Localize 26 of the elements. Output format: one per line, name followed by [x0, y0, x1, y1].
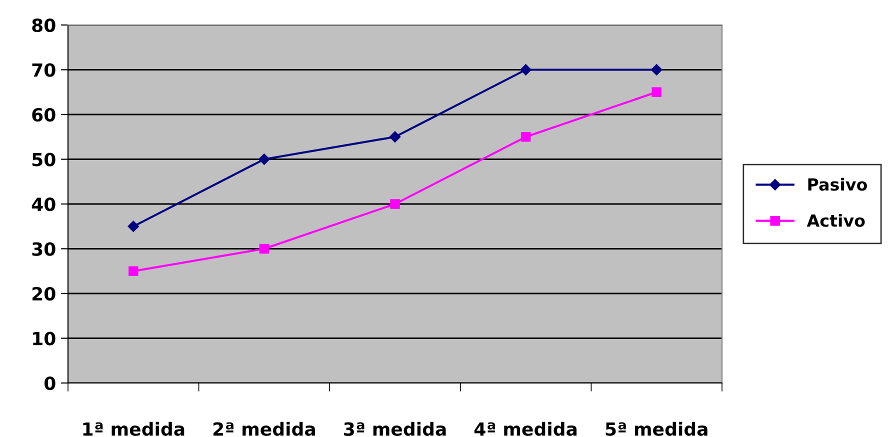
- y-tick-label: 80: [32, 18, 56, 32]
- y-tick-label: 40: [32, 197, 56, 212]
- point: [520, 132, 531, 142]
- point: [128, 266, 138, 276]
- y-tick-label: 10: [33, 332, 56, 346]
- point: [390, 199, 400, 209]
- y-tick-label: 0: [44, 376, 56, 390]
- y-tick-label: 20: [32, 286, 56, 301]
- point: [652, 87, 662, 97]
- point: [259, 244, 270, 254]
- x-tick-label: 4ª medida: [474, 422, 577, 436]
- point: [650, 64, 662, 76]
- y-tick-label: 70: [32, 63, 56, 77]
- y-tick-label: 50: [32, 152, 56, 166]
- point: [520, 64, 532, 76]
- x-tick-label: 1ª medida: [83, 422, 184, 436]
- legend-label: Activo: [806, 214, 865, 227]
- point: [258, 154, 270, 165]
- legend-label: Pasivo: [808, 178, 868, 191]
- x-tick-label: 5ª medida: [606, 422, 708, 436]
- y-tick-label: 30: [32, 242, 56, 256]
- x-tick-label: 2ª medida: [213, 422, 315, 436]
- point: [128, 220, 140, 232]
- y-tick-label: 60: [32, 108, 56, 122]
- x-tick-label: 3ª medida: [344, 422, 446, 436]
- point: [389, 131, 401, 142]
